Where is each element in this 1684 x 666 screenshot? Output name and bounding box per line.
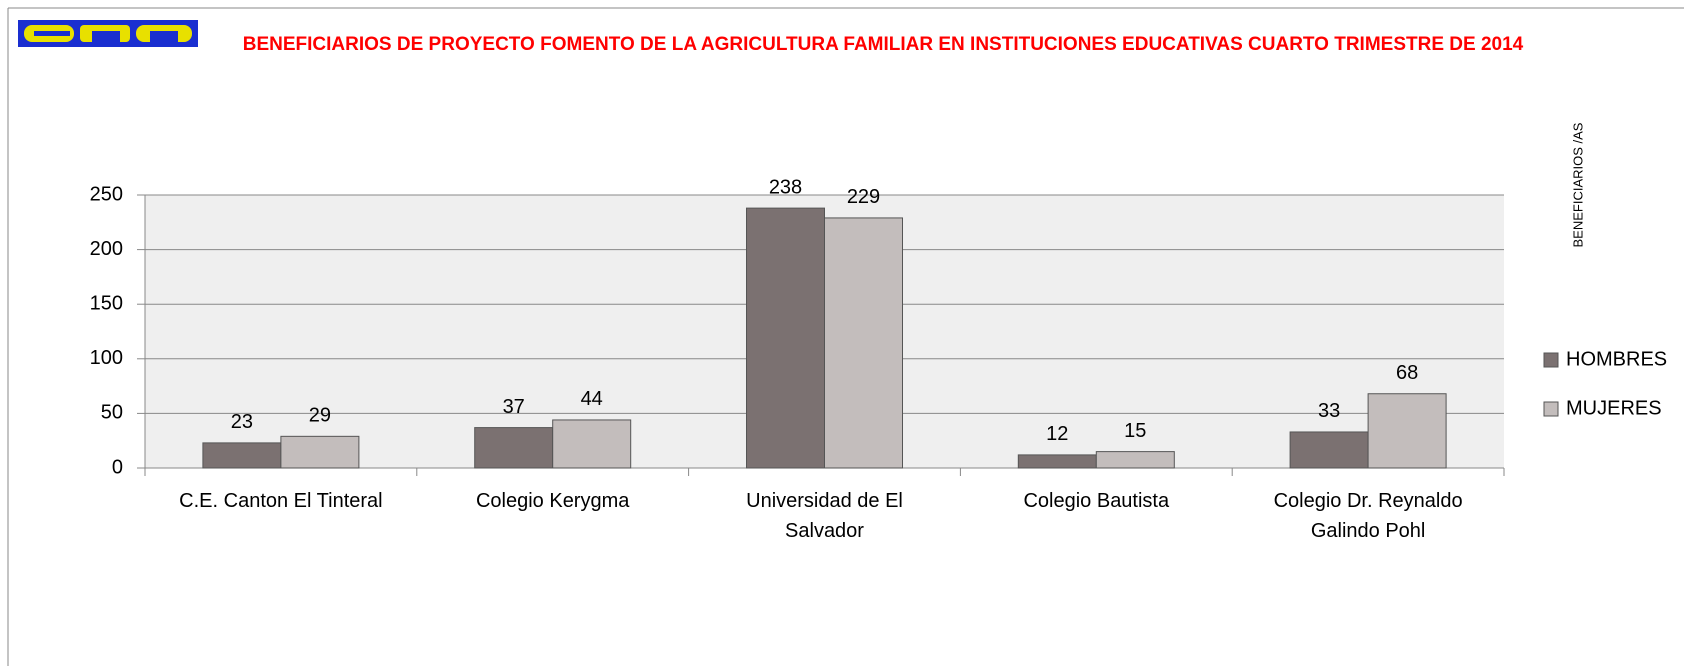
data-label: 12	[1046, 423, 1068, 445]
data-label: 33	[1318, 400, 1340, 422]
x-tick-label: Universidad de El Salvador	[746, 490, 903, 542]
data-label: 15	[1124, 420, 1146, 442]
bar	[552, 419, 632, 469]
bar	[280, 435, 360, 469]
bar	[1095, 451, 1175, 469]
bar	[824, 217, 903, 469]
bar	[1017, 454, 1097, 469]
y-tick-label: 0	[112, 456, 123, 478]
y-tick-label: 200	[90, 238, 123, 260]
data-label: 238	[769, 176, 802, 198]
x-tick-label: Colegio Bautista	[1023, 490, 1170, 512]
data-label: 68	[1396, 362, 1418, 384]
x-tick-label: C.E. Canton El Tinteral	[179, 490, 383, 512]
data-label: 29	[309, 405, 331, 427]
y-axis-label: BENEFICIARIOS /AS	[1570, 122, 1585, 247]
legend-label: HOMBRES	[1566, 348, 1667, 370]
bar	[202, 442, 282, 469]
bar	[474, 427, 554, 469]
y-tick-label: 50	[101, 402, 123, 424]
legend-swatch	[1543, 352, 1559, 368]
y-tick-label: 100	[90, 347, 123, 369]
data-label: 23	[231, 411, 253, 433]
data-label: 229	[847, 186, 880, 208]
legend-swatch	[1543, 401, 1559, 417]
data-label: 37	[503, 396, 525, 418]
bar	[1367, 393, 1447, 469]
x-tick-label: Colegio Kerygma	[475, 490, 630, 512]
logo	[18, 20, 198, 47]
legend-label: MUJERES	[1566, 397, 1662, 419]
y-tick-label: 250	[90, 183, 123, 205]
data-label: 44	[581, 388, 603, 410]
bar	[1289, 431, 1369, 469]
y-tick-label: 150	[90, 292, 123, 314]
bar	[746, 207, 825, 469]
x-tick-label: Colegio Dr. Reynaldo Galindo Pohl	[1273, 490, 1463, 542]
chart-title: BENEFICIARIOS DE PROYECTO FOMENTO DE LA …	[242, 34, 1524, 55]
